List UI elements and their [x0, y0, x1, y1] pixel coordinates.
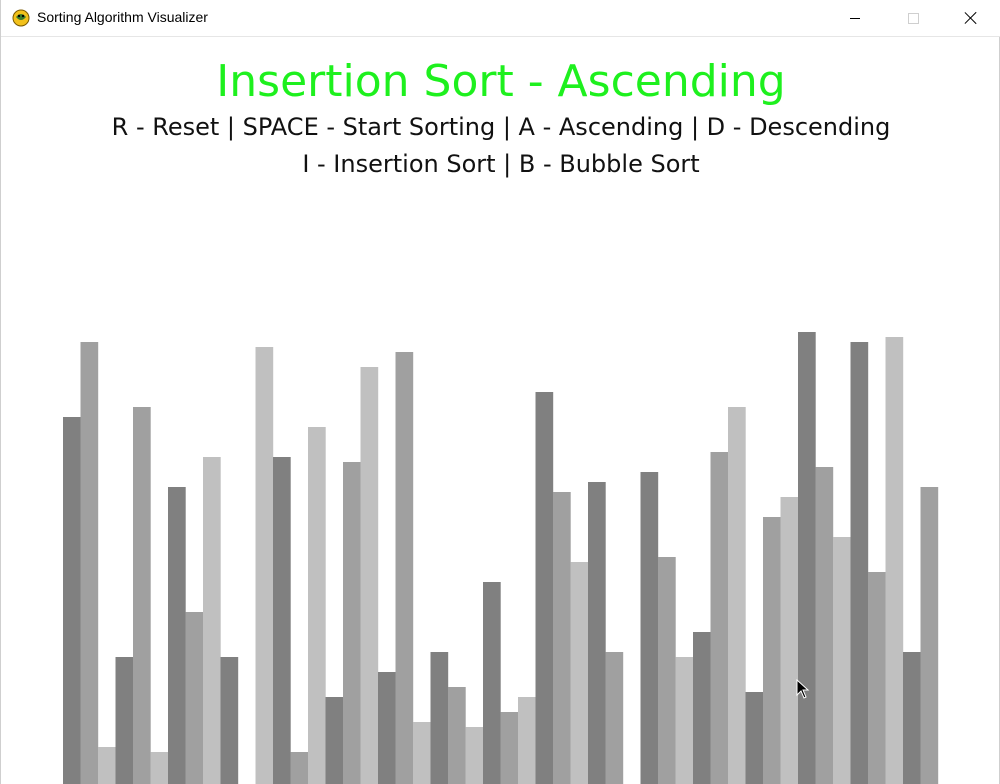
- bar-41: [780, 497, 799, 784]
- bar-29: [570, 562, 589, 784]
- bar-26: [518, 697, 536, 784]
- bar-31: [605, 652, 624, 784]
- bar-24: [483, 582, 501, 784]
- close-icon: [965, 12, 977, 24]
- bar-4: [133, 407, 151, 784]
- bar-46: [868, 572, 886, 784]
- minimize-button[interactable]: [826, 0, 884, 36]
- bar-20: [413, 722, 431, 784]
- bar-49: [920, 487, 939, 784]
- bar-34: [658, 557, 676, 784]
- bar-37: [710, 452, 729, 784]
- bar-9: [220, 657, 239, 784]
- bar-43: [815, 467, 834, 784]
- bar-13: [290, 752, 309, 784]
- bar-28: [553, 492, 571, 784]
- bar-19: [395, 352, 414, 784]
- algorithm-title: Insertion Sort - Ascending: [216, 56, 786, 107]
- bar-17: [360, 367, 379, 784]
- title-bar[interactable]: Sorting Algorithm Visualizer: [1, 0, 1000, 37]
- bar-40: [763, 517, 781, 784]
- bar-15: [325, 697, 344, 784]
- bar-18: [378, 672, 396, 784]
- bar-30: [588, 482, 606, 784]
- bar-23: [465, 727, 484, 784]
- window-title: Sorting Algorithm Visualizer: [37, 9, 208, 25]
- bar-39: [745, 692, 764, 784]
- bar-5: [150, 752, 169, 784]
- bar-2: [98, 747, 116, 784]
- bar-0: [63, 417, 81, 784]
- bar-36: [693, 632, 711, 784]
- bar-47: [885, 337, 904, 784]
- bar-48: [903, 652, 921, 784]
- controls-help-line-1: R - Reset | SPACE - Start Sorting | A - …: [111, 113, 891, 141]
- bar-7: [185, 612, 204, 784]
- bar-33: [640, 472, 659, 784]
- bar-27: [535, 392, 554, 784]
- minimize-icon: [850, 17, 860, 19]
- bar-chart: [63, 332, 939, 784]
- bar-35: [675, 657, 694, 784]
- close-button[interactable]: [942, 0, 1000, 36]
- bar-42: [798, 332, 816, 784]
- bar-12: [273, 457, 291, 784]
- maximize-button[interactable]: [884, 0, 942, 36]
- controls-help-line-2: I - Insertion Sort | B - Bubble Sort: [302, 150, 700, 178]
- bar-45: [850, 342, 869, 784]
- maximize-icon: [907, 12, 919, 24]
- mouse-cursor-icon: [796, 679, 810, 699]
- bar-21: [430, 652, 449, 784]
- bar-25: [500, 712, 519, 784]
- python-snake-icon: [12, 9, 30, 27]
- bar-44: [833, 537, 851, 784]
- bar-6: [168, 487, 186, 784]
- bar-22: [448, 687, 466, 784]
- bar-8: [203, 457, 221, 784]
- bar-3: [115, 657, 134, 784]
- bar-1: [80, 342, 99, 784]
- bar-38: [728, 407, 746, 784]
- bar-16: [343, 462, 361, 784]
- bar-14: [308, 427, 326, 784]
- bar-11: [255, 347, 274, 784]
